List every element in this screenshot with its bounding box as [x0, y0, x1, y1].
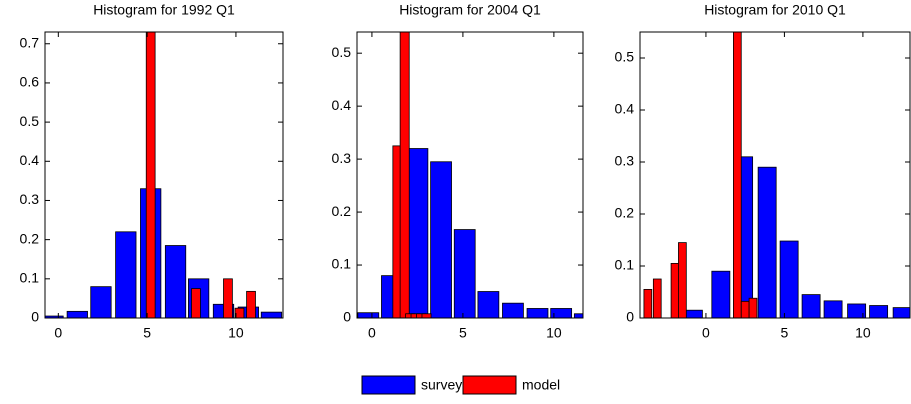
y-tick-label: 0.4 [20, 152, 40, 168]
y-tick-label: 0.2 [20, 230, 40, 246]
bar [260, 311, 283, 318]
bar [670, 262, 680, 318]
x-tick-label: 0 [368, 325, 376, 341]
bar [892, 307, 910, 318]
axes-box [639, 31, 911, 319]
bars [643, 32, 910, 318]
x-tick-label: 10 [855, 325, 871, 341]
bar [869, 305, 889, 318]
chart-title: Histogram for 2004 Q1 [399, 2, 541, 18]
plot-area [44, 31, 284, 319]
bar [164, 245, 187, 318]
bar [421, 313, 432, 318]
bar [477, 291, 500, 318]
bar [115, 231, 137, 318]
subplot: Histogram for 2010 Q1 0 0.1 0.2 0.3 0.4 0.5 0 5 1… [615, 2, 911, 341]
bar [145, 32, 156, 318]
bar [748, 297, 758, 318]
bar [45, 315, 64, 318]
bar [90, 286, 112, 318]
bar [406, 148, 429, 318]
bar [683, 309, 703, 318]
chart-title: Histogram for 2010 Q1 [704, 2, 846, 18]
subplot: Histogram for 1992 Q1 0 0.1 0.2 0.3 0.4 0.5 0.6… [20, 2, 284, 341]
x-tick-label: 5 [459, 325, 467, 341]
y-tick-label: 0.2 [615, 205, 635, 221]
bar [573, 313, 583, 318]
y-tick-label: 0 [343, 309, 351, 325]
y-tick-label: 0.5 [332, 44, 352, 60]
bar [453, 229, 476, 318]
y-tick-label: 0.5 [20, 113, 40, 129]
x-tick-label: 10 [228, 325, 244, 341]
bar [652, 278, 662, 318]
bar [550, 308, 573, 318]
bar [779, 240, 799, 318]
bar [711, 270, 731, 318]
y-tick-label: 0.1 [332, 256, 352, 272]
x-tick-label: 0 [54, 325, 62, 341]
bar [801, 294, 821, 318]
y-tick-label: 0.5 [615, 49, 635, 65]
legend-swatch [361, 375, 416, 395]
y-tick-label: 0 [626, 309, 634, 325]
legend-swatch [462, 375, 517, 395]
chart-title: Histogram for 1992 Q1 [93, 2, 235, 18]
y-tick-label: 0.1 [20, 270, 40, 286]
bar [733, 32, 742, 318]
y-tick-label: 0.2 [332, 203, 352, 219]
subplot: Histogram for 2004 Q1 0 0.1 0.2 0.3 0.4 0.5 0 5 1… [332, 2, 584, 341]
legend-label: survey [421, 377, 462, 393]
bar [357, 312, 380, 318]
bar [823, 300, 843, 318]
y-tick-label: 0.3 [332, 150, 352, 166]
bar [399, 32, 410, 318]
axes-box [44, 31, 284, 319]
legend-label: model [522, 377, 560, 393]
y-tick-label: 0.3 [20, 191, 40, 207]
bar [246, 290, 256, 318]
bar [757, 166, 777, 318]
bar [740, 300, 750, 318]
y-tick-label: 0.6 [20, 74, 40, 90]
bar [678, 242, 687, 318]
y-tick-label: 0.4 [332, 97, 352, 113]
bar [643, 288, 653, 318]
x-tick-label: 10 [546, 325, 562, 341]
bar [66, 310, 88, 318]
bar [502, 302, 524, 318]
y-tick-label: 0.3 [615, 153, 635, 169]
x-tick-label: 5 [143, 325, 151, 341]
bars [45, 32, 283, 318]
bar [191, 288, 201, 318]
x-tick-label: 5 [781, 325, 789, 341]
y-tick-label: 0.1 [615, 257, 635, 273]
bar [223, 278, 233, 318]
y-tick-label: 0 [31, 309, 39, 325]
bar [430, 161, 452, 318]
bars [357, 32, 583, 318]
axes-box [356, 31, 584, 319]
y-tick-label: 0.4 [615, 101, 635, 117]
bar [526, 308, 549, 318]
x-tick-label: 0 [702, 325, 710, 341]
y-tick-label: 0.7 [20, 34, 40, 50]
